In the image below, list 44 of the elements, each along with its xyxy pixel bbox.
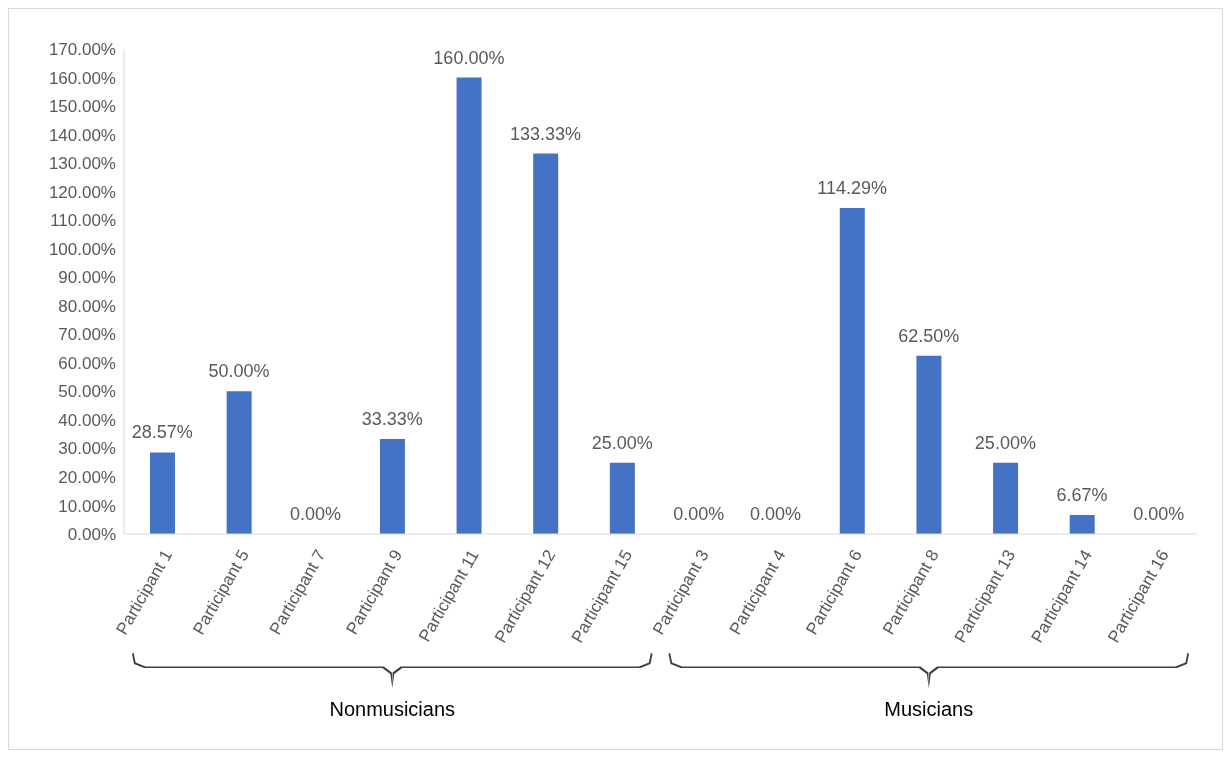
data-label: 62.50% xyxy=(898,325,960,346)
y-tick-label: 120.00% xyxy=(48,182,116,202)
y-tick-label: 70.00% xyxy=(58,325,116,345)
y-tick-label: 40.00% xyxy=(58,410,116,430)
text: Nonmusicians xyxy=(329,698,456,720)
bar xyxy=(609,462,635,534)
bar xyxy=(993,462,1019,534)
y-tick-label: 150.00% xyxy=(48,97,116,117)
y-tick-label: 80.00% xyxy=(58,296,116,316)
y-tick-label: 0.00% xyxy=(67,525,116,545)
data-label: 0.00% xyxy=(749,504,801,524)
bar xyxy=(839,207,865,534)
y-tick-label: 130.00% xyxy=(48,154,116,174)
data-label: 33.33% xyxy=(361,408,423,429)
y-tick-label: 160.00% xyxy=(48,68,116,88)
y-tick-label: 30.00% xyxy=(58,439,116,459)
y-tick-label: 140.00% xyxy=(48,125,116,145)
data-label: 0.00% xyxy=(1133,504,1185,524)
y-tick-label: 60.00% xyxy=(58,353,116,373)
data-label: 0.00% xyxy=(673,504,725,524)
data-label: 25.00% xyxy=(591,432,653,453)
data-label: 160.00% xyxy=(433,47,505,68)
bar xyxy=(150,452,175,534)
bar xyxy=(456,77,482,534)
bar xyxy=(226,391,252,534)
y-tick-label: 110.00% xyxy=(50,211,116,231)
bar xyxy=(379,438,405,534)
bar xyxy=(916,355,942,534)
y-tick-label: 20.00% xyxy=(58,467,116,487)
data-label: 0.00% xyxy=(290,504,342,524)
data-label: 6.67% xyxy=(1056,484,1108,505)
text: Musicians xyxy=(884,698,974,720)
y-tick-label: 170.00% xyxy=(48,40,116,60)
y-tick-label: 50.00% xyxy=(58,382,116,402)
y-tick-label: 100.00% xyxy=(48,239,116,259)
y-tick-label: 90.00% xyxy=(58,268,116,288)
data-label: 114.29% xyxy=(817,177,887,198)
data-label: 50.00% xyxy=(208,361,270,382)
bar xyxy=(1069,514,1095,534)
data-label: 25.00% xyxy=(974,432,1036,453)
data-label: 28.57% xyxy=(131,422,193,443)
y-tick-label: 10.00% xyxy=(58,496,116,516)
bar xyxy=(533,153,559,534)
data-label: 133.33% xyxy=(510,123,582,144)
